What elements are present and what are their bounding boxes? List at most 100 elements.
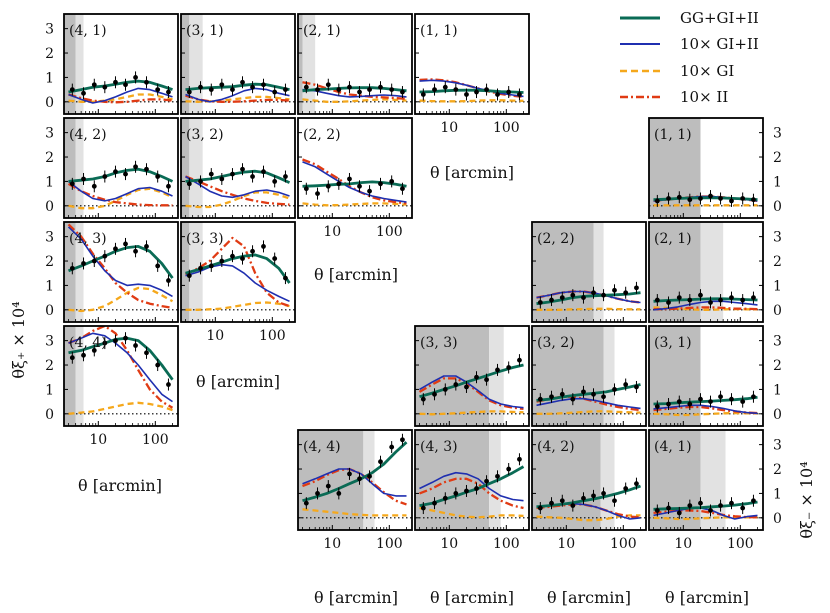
panel-minus-8: (4, 2) 10 100	[531, 429, 647, 552]
data-point-minus-6-3	[336, 491, 342, 496]
ytick-label-minus-2-2: 2	[773, 254, 782, 270]
data-point-plus-9-5	[123, 335, 128, 341]
panel-area-minus-9	[649, 430, 763, 530]
data-point-plus-6-8	[389, 179, 395, 184]
ytick-label-minus-2-0: 0	[773, 303, 782, 319]
data-point-plus-9-0	[69, 355, 75, 361]
data-point-minus-0-2	[676, 194, 682, 200]
data-point-plus-7-3	[102, 253, 108, 259]
panel-plus-2: (2, 1)	[297, 13, 413, 115]
data-point-minus-3-4	[464, 384, 469, 390]
panel-area-minus-2	[649, 222, 763, 322]
panel-frame-plus-4	[63, 117, 179, 219]
xtick-label-plus-6-100: 100	[376, 224, 403, 240]
panel-frame-plus-8	[180, 221, 296, 323]
data-point-plus-2-4	[347, 84, 352, 90]
xtick-label-plus-9-100: 100	[142, 432, 169, 448]
data-point-minus-5-5	[708, 399, 713, 405]
panel-frame-plus-2	[297, 13, 413, 115]
ytick-label-minus-0-1: 1	[773, 174, 782, 190]
panel-label-minus-5: (3, 1)	[654, 335, 692, 351]
data-point-plus-6-5	[357, 183, 362, 189]
panel-area-minus-5	[649, 326, 763, 426]
data-point-minus-2-8	[740, 297, 746, 303]
data-point-minus-7-7	[495, 473, 500, 479]
xtick-label-plus-3-10: 10	[440, 120, 458, 136]
data-point-minus-8-0	[537, 505, 543, 511]
xlabel-plus-col2: θ [arcmin]	[314, 265, 398, 284]
data-point-plus-0-8	[155, 87, 161, 93]
panel-area-plus-0	[64, 14, 178, 114]
series-10-ii-plus-5	[185, 175, 290, 206]
data-point-plus-0-4	[113, 79, 118, 85]
panel-label-plus-8: (3, 3)	[186, 231, 224, 247]
data-point-minus-9-4	[698, 500, 703, 506]
xtick-label-minus-8-10: 10	[557, 536, 575, 552]
data-point-plus-2-6	[367, 87, 372, 93]
panel-minus-3: (3, 3)	[414, 325, 530, 427]
panel-label-minus-2: (2, 1)	[654, 231, 692, 247]
panel-label-plus-0: (4, 1)	[69, 23, 107, 39]
data-point-plus-8-4	[230, 253, 235, 259]
data-point-plus-9-4	[113, 338, 118, 344]
ytick-label-plus-4-3: 3	[45, 126, 54, 142]
data-point-plus-4-4	[113, 169, 118, 175]
data-point-plus-3-2	[442, 84, 448, 90]
data-point-minus-4-3	[570, 396, 576, 402]
series-10-gi-ii-plus-8	[185, 263, 290, 303]
scale-cut-minus-1	[532, 222, 594, 322]
scale-cut-plus-4	[64, 118, 76, 218]
series-10-gi-plus-1	[185, 95, 290, 103]
data-point-minus-8-7	[612, 498, 617, 504]
data-point-plus-5-6	[250, 174, 255, 179]
data-point-minus-1-6	[601, 292, 606, 298]
data-point-minus-3-7	[495, 367, 500, 373]
data-point-minus-3-1	[432, 391, 437, 397]
data-point-plus-7-8	[155, 263, 161, 269]
legend-label-10x-gi-ii: 10× GI+II	[680, 35, 759, 53]
data-point-plus-3-5	[474, 89, 479, 95]
data-point-minus-7-2	[442, 495, 448, 501]
data-point-minus-7-4	[464, 488, 469, 494]
series-10-gi-minus-3	[419, 410, 524, 416]
panel-area-minus-6	[298, 430, 412, 530]
ytick-label-minus-5-0: 0	[773, 407, 782, 423]
data-point-plus-0-1	[81, 90, 86, 96]
series-10-ii-plus-0	[68, 93, 173, 104]
series-10-gi-plus-0	[68, 93, 173, 103]
data-point-plus-2-7	[378, 84, 383, 90]
data-point-plus-4-0	[69, 181, 75, 187]
data-point-plus-8-9	[283, 275, 288, 281]
panel-area-plus-8	[181, 222, 295, 322]
data-point-minus-0-7	[729, 198, 734, 204]
data-point-minus-9-0	[654, 508, 660, 513]
data-point-plus-0-9	[166, 89, 171, 95]
data-point-minus-3-3	[453, 382, 459, 387]
panel-frame-plus-3	[414, 13, 530, 115]
panel-area-plus-9	[64, 326, 178, 426]
series-10-gi-plus-6	[302, 202, 407, 207]
panel-plus-1: (3, 1)	[180, 13, 296, 115]
panel-label-minus-6: (4, 4)	[303, 439, 341, 455]
legend-label-10x-ii: 10× II	[680, 88, 728, 106]
data-point-minus-9-8	[740, 505, 746, 511]
data-point-plus-9-8	[155, 362, 161, 368]
panel-frame-minus-9	[648, 429, 764, 531]
panel-plus-0: (4, 1) 0 1 2 3	[45, 13, 179, 115]
xlabel-plus-col3: θ [arcmin]	[430, 163, 514, 182]
data-point-plus-2-9	[400, 89, 405, 95]
data-point-plus-2-8	[389, 87, 395, 93]
data-point-minus-5-8	[740, 399, 746, 405]
data-point-minus-1-4	[581, 295, 586, 301]
series-gg-gi-ii-minus-9	[653, 500, 758, 511]
xtick-label-minus-9-100: 100	[727, 536, 754, 552]
ytick-label-minus-2-3: 3	[773, 230, 782, 246]
data-point-minus-1-0	[537, 300, 543, 305]
data-point-minus-4-1	[549, 394, 554, 400]
data-point-minus-4-0	[537, 396, 543, 402]
xtick-label-minus-7-100: 100	[493, 536, 520, 552]
series-gg-gi-ii-plus-0	[68, 79, 173, 94]
ytick-label-plus-9-3: 3	[45, 334, 54, 350]
series-10-gi-plus-4	[68, 187, 173, 210]
data-point-minus-6-7	[378, 459, 383, 465]
